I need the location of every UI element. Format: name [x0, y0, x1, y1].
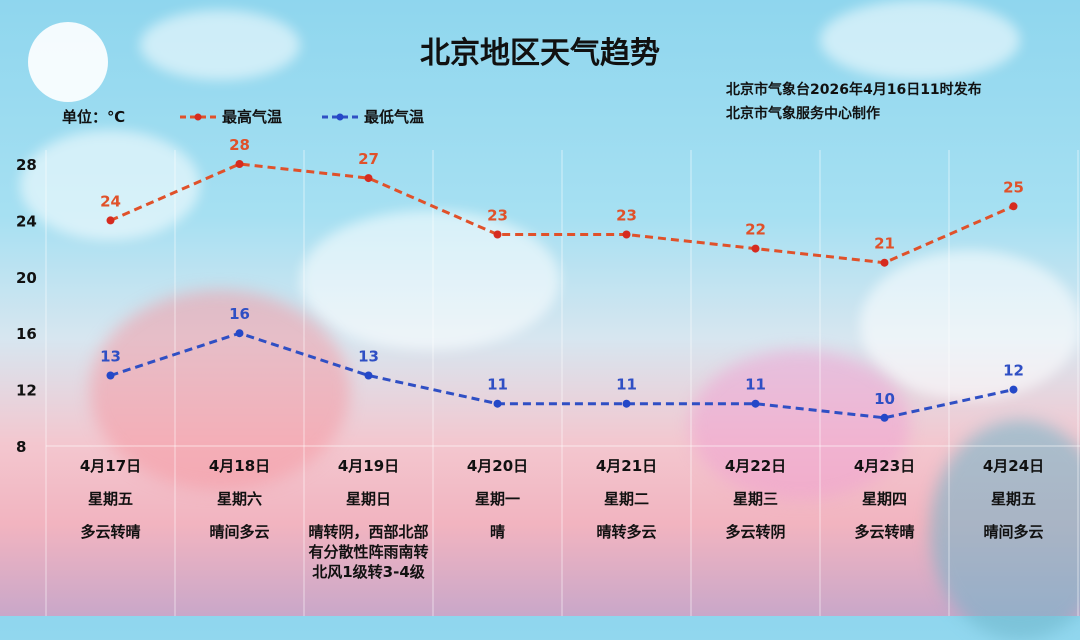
data-label: 10 — [874, 390, 895, 408]
day-column: 4月17日星期五多云转晴 — [46, 456, 175, 542]
data-point — [751, 244, 760, 253]
weekday-label: 星期二 — [603, 490, 649, 508]
data-point — [1009, 385, 1018, 394]
legend-label-low: 最低气温 — [364, 108, 425, 126]
issuer-text: 北京市气象台2026年4月16日11时发布 — [726, 82, 982, 98]
weather-label: 晴间多云 — [209, 523, 270, 541]
data-label: 16 — [229, 305, 250, 323]
date-label: 4月22日 — [724, 457, 787, 475]
data-point — [235, 329, 244, 338]
data-label: 27 — [358, 150, 379, 168]
data-point — [364, 174, 373, 183]
date-label: 4月18日 — [208, 457, 271, 475]
day-column: 4月18日星期六晴间多云 — [175, 456, 304, 542]
temperature-chart: 8 12 16 20 24 28 24 28 27 23 23 22 21 25 13 16 13 11 11 11 1… — [16, 136, 1024, 456]
data-point — [880, 413, 889, 422]
legend-item-low: 最低气温 — [322, 106, 424, 127]
legend-line-low-icon — [322, 113, 358, 120]
data-point — [1009, 202, 1018, 211]
legend-line-high-icon — [180, 113, 216, 120]
weekday-label: 星期三 — [732, 490, 778, 508]
data-label: 11 — [745, 376, 766, 394]
data-point — [106, 371, 115, 380]
day-column: 4月23日星期四多云转晴 — [820, 456, 949, 542]
weekday-label: 星期日 — [345, 490, 391, 508]
y-tick-label: 16 — [16, 325, 37, 343]
page-title: 北京地区天气趋势 — [420, 36, 660, 71]
weather-label: 多云转阴 — [725, 523, 786, 541]
series-line-high — [109, 162, 1015, 265]
data-point — [106, 216, 115, 225]
date-label: 4月19日 — [337, 457, 400, 475]
data-point — [493, 399, 502, 408]
date-label: 4月21日 — [595, 457, 658, 475]
data-label: 13 — [358, 348, 379, 366]
y-tick-label: 8 — [16, 438, 26, 456]
data-label: 25 — [1003, 178, 1024, 196]
data-label: 28 — [229, 136, 250, 154]
date-label: 4月23日 — [853, 457, 916, 475]
data-label: 23 — [487, 207, 508, 225]
y-tick-label: 24 — [16, 212, 37, 230]
weather-label: 晴间多云 — [983, 523, 1044, 541]
legend-label-high: 最高气温 — [222, 108, 283, 126]
data-label: 22 — [745, 221, 766, 239]
data-point — [364, 371, 373, 380]
data-label: 11 — [616, 376, 637, 394]
day-column: 4月24日星期五晴间多云 — [949, 456, 1078, 542]
data-point — [622, 399, 631, 408]
day-column: 4月20日星期一晴 — [433, 456, 562, 542]
weather-label: 晴 — [489, 523, 505, 541]
weekday-label: 星期六 — [216, 490, 262, 508]
day-column: 4月21日星期二晴转多云 — [562, 456, 691, 542]
weather-label: 多云转晴 — [854, 523, 915, 541]
weekday-label: 星期五 — [990, 490, 1036, 508]
weekday-label: 星期五 — [87, 490, 133, 508]
weather-label: 晴转阴，西部北部有分散性阵雨南转北风1级转3-4级 — [308, 523, 429, 581]
data-label: 21 — [874, 235, 895, 253]
unit-label: 单位：℃ — [62, 108, 126, 126]
data-point — [751, 399, 760, 408]
data-label: 11 — [487, 376, 508, 394]
weekday-label: 星期一 — [474, 490, 520, 508]
legend-item-high: 最高气温 — [180, 106, 282, 127]
series-line-low — [110, 331, 1014, 420]
data-label: 24 — [100, 192, 121, 210]
data-label: 12 — [1003, 362, 1024, 380]
day-column: 4月19日星期日晴转阴，西部北部有分散性阵雨南转北风1级转3-4级 — [304, 456, 433, 582]
y-tick-label: 28 — [16, 156, 37, 174]
day-column: 4月22日星期三多云转阴 — [691, 456, 820, 542]
date-label: 4月24日 — [982, 457, 1045, 475]
producer-text: 北京市气象服务中心制作 — [726, 106, 880, 122]
date-label: 4月17日 — [79, 457, 142, 475]
y-tick-label: 12 — [16, 382, 37, 400]
y-tick-label: 20 — [16, 269, 37, 287]
data-point — [493, 230, 502, 239]
meteorological-service-logo — [28, 22, 108, 102]
weekday-label: 星期四 — [861, 490, 907, 508]
date-label: 4月20日 — [466, 457, 529, 475]
weather-label: 多云转晴 — [80, 523, 141, 541]
data-point — [622, 230, 631, 239]
data-label: 13 — [100, 348, 121, 366]
data-label: 23 — [616, 207, 637, 225]
data-point — [235, 160, 244, 168]
data-point — [880, 258, 889, 267]
weather-label: 晴转多云 — [596, 523, 657, 541]
